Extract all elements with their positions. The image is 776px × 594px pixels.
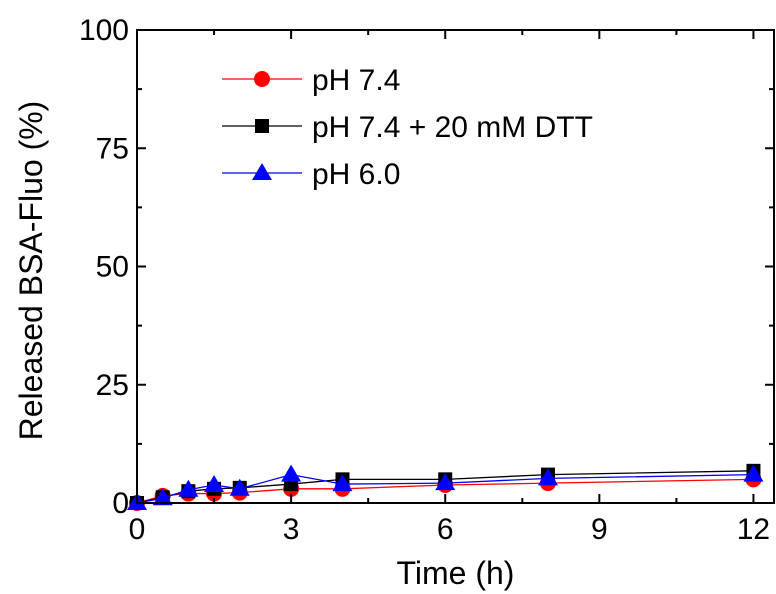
legend-label-0: pH 7.4 [312,64,400,97]
x-tick-label: 12 [737,513,770,546]
y-tick-label: 0 [112,487,129,520]
axes: 0 25 50 75 100 0 3 6 9 12 [79,14,775,546]
legend-marker-0 [254,71,270,87]
x-tick-label: 6 [437,513,454,546]
x-tick-label: 9 [591,513,608,546]
legend-label-1: pH 7.4 + 20 mM DTT [312,111,593,144]
y-tick-label: 25 [96,369,129,402]
y-axis-title: Released BSA-Fluo (%) [13,101,49,441]
x-tick-label: 3 [283,513,300,546]
series-2-line [136,473,754,504]
x-axis-title: Time (h) [397,555,515,591]
series-2-point [204,475,225,493]
legend-marker-2 [252,163,272,180]
y-tick-label: 75 [96,132,129,165]
series-2-point [178,479,199,497]
series-2-point [332,474,353,492]
plot-area [127,463,764,511]
legend-label-2: pH 6.0 [312,158,400,191]
series-2-point [435,473,456,491]
series-2-point [229,478,250,496]
legend: pH 7.4 pH 7.4 + 20 mM DTT pH 6.0 [222,64,593,191]
y-tick-label: 50 [96,251,129,284]
legend-marker-1 [255,119,269,133]
x-tick-label: 0 [129,513,146,546]
series-2-point [743,464,764,482]
series-2-point [281,464,302,482]
series-2-point [152,488,173,506]
y-tick-label: 100 [79,14,129,47]
series-2-point [537,468,558,486]
plot-frame [136,29,775,504]
